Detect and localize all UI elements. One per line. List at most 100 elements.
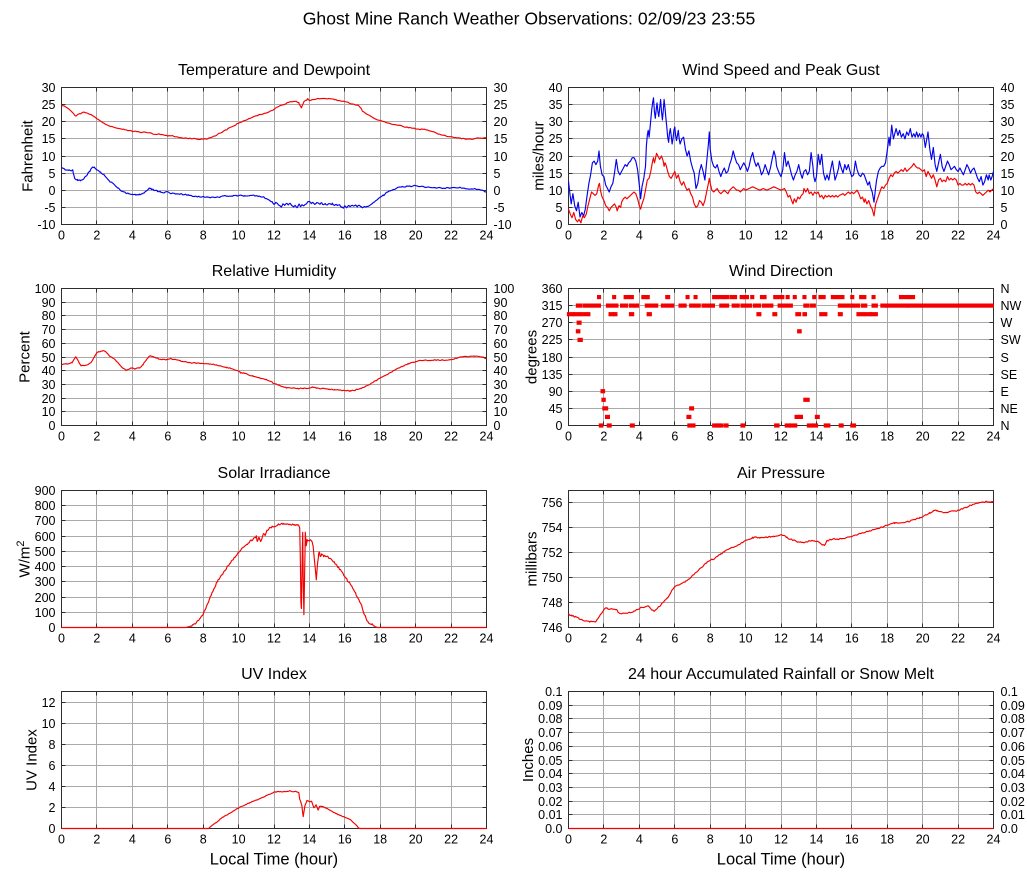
svg-text:0.01: 0.01 [1001, 808, 1025, 822]
svg-text:4: 4 [129, 833, 136, 847]
svg-text:200: 200 [35, 591, 56, 605]
svg-text:0.02: 0.02 [538, 795, 562, 809]
svg-text:24: 24 [480, 229, 494, 243]
svg-text:22: 22 [951, 833, 965, 847]
svg-text:18: 18 [373, 632, 387, 646]
svg-text:35: 35 [1001, 98, 1015, 112]
svg-text:0.03: 0.03 [538, 781, 562, 795]
svg-text:8: 8 [707, 632, 714, 646]
svg-text:16: 16 [338, 430, 352, 444]
svg-text:752: 752 [542, 546, 563, 560]
svg-text:0: 0 [58, 430, 65, 444]
svg-text:135: 135 [542, 368, 563, 382]
svg-text:30: 30 [494, 81, 508, 95]
svg-text:600: 600 [35, 530, 56, 544]
svg-text:6: 6 [49, 759, 56, 773]
svg-text:748: 748 [542, 596, 563, 610]
svg-text:millibars: millibars [524, 531, 541, 586]
svg-text:20: 20 [42, 392, 56, 406]
svg-text:225: 225 [542, 333, 563, 347]
svg-text:0: 0 [58, 632, 65, 646]
svg-text:0: 0 [58, 833, 65, 847]
svg-text:5: 5 [49, 167, 56, 181]
svg-text:100: 100 [494, 282, 515, 296]
svg-text:22: 22 [444, 229, 458, 243]
svg-text:15: 15 [494, 132, 508, 146]
svg-text:24: 24 [987, 833, 1001, 847]
svg-text:0: 0 [556, 218, 563, 232]
svg-text:2: 2 [600, 632, 607, 646]
svg-text:UV Index: UV Index [241, 666, 307, 683]
svg-text:12: 12 [774, 430, 788, 444]
svg-text:0: 0 [494, 419, 501, 433]
svg-text:-5: -5 [494, 201, 505, 215]
svg-text:24: 24 [480, 632, 494, 646]
svg-text:15: 15 [1001, 167, 1015, 181]
svg-text:Fahrenheit: Fahrenheit [19, 119, 36, 192]
svg-text:20: 20 [916, 430, 930, 444]
svg-text:6: 6 [671, 833, 678, 847]
svg-text:0.06: 0.06 [1001, 740, 1025, 754]
svg-text:4: 4 [49, 780, 56, 794]
svg-text:8: 8 [707, 430, 714, 444]
svg-text:20: 20 [549, 150, 563, 164]
svg-text:40: 40 [42, 364, 56, 378]
svg-text:18: 18 [880, 833, 894, 847]
svg-text:-5: -5 [44, 201, 55, 215]
svg-text:8: 8 [200, 229, 207, 243]
svg-text:24: 24 [480, 833, 494, 847]
svg-text:90: 90 [42, 296, 56, 310]
svg-text:SW: SW [1001, 333, 1021, 347]
svg-text:6: 6 [671, 430, 678, 444]
svg-text:18: 18 [373, 430, 387, 444]
svg-text:0: 0 [49, 184, 56, 198]
svg-text:N: N [1001, 282, 1010, 296]
svg-text:0: 0 [565, 833, 572, 847]
svg-text:60: 60 [42, 337, 56, 351]
svg-text:Local Time (hour): Local Time (hour) [717, 850, 845, 868]
svg-text:18: 18 [880, 632, 894, 646]
svg-text:6: 6 [164, 430, 171, 444]
svg-text:30: 30 [1001, 115, 1015, 129]
svg-text:10: 10 [1001, 184, 1015, 198]
svg-text:900: 900 [35, 484, 56, 498]
svg-text:6: 6 [671, 632, 678, 646]
svg-text:12: 12 [774, 833, 788, 847]
svg-text:0.02: 0.02 [1001, 795, 1025, 809]
svg-text:10: 10 [42, 405, 56, 419]
svg-text:22: 22 [951, 430, 965, 444]
svg-text:12: 12 [267, 632, 281, 646]
svg-text:14: 14 [809, 632, 823, 646]
svg-text:0.09: 0.09 [538, 699, 562, 713]
svg-text:18: 18 [880, 229, 894, 243]
svg-text:14: 14 [809, 833, 823, 847]
svg-text:0: 0 [556, 419, 563, 433]
svg-text:50: 50 [494, 351, 508, 365]
svg-text:2: 2 [600, 229, 607, 243]
svg-text:360: 360 [542, 282, 563, 296]
svg-text:30: 30 [42, 81, 56, 95]
svg-text:12: 12 [267, 833, 281, 847]
svg-text:Temperature and Dewpoint: Temperature and Dewpoint [178, 62, 371, 79]
svg-text:60: 60 [494, 337, 508, 351]
svg-text:8: 8 [707, 229, 714, 243]
svg-text:20: 20 [409, 833, 423, 847]
svg-text:UV Index: UV Index [24, 729, 41, 791]
svg-text:8: 8 [49, 738, 56, 752]
svg-text:22: 22 [444, 632, 458, 646]
svg-text:4: 4 [129, 632, 136, 646]
svg-text:22: 22 [951, 632, 965, 646]
svg-text:Wind Speed and Peak Gust: Wind Speed and Peak Gust [682, 62, 880, 79]
svg-text:14: 14 [302, 833, 316, 847]
svg-text:10: 10 [42, 717, 56, 731]
svg-text:0.04: 0.04 [538, 767, 562, 781]
svg-text:2: 2 [93, 833, 100, 847]
svg-text:25: 25 [42, 98, 56, 112]
svg-text:0.1: 0.1 [1001, 685, 1018, 699]
svg-text:20: 20 [494, 392, 508, 406]
svg-text:5: 5 [1001, 201, 1008, 215]
svg-text:18: 18 [373, 833, 387, 847]
svg-text:10: 10 [42, 150, 56, 164]
svg-text:30: 30 [42, 378, 56, 392]
svg-text:Wind Direction: Wind Direction [729, 263, 833, 280]
